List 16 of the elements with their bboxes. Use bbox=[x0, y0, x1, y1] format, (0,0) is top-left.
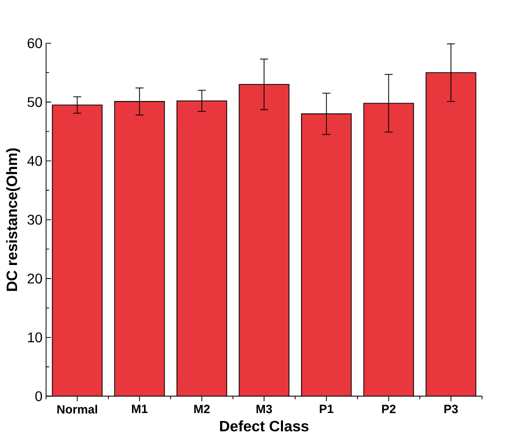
x-tick-label: P3 bbox=[444, 404, 458, 414]
x-tick-label: M1 bbox=[132, 404, 148, 414]
y-axis-title: DC resistance(Ohm) bbox=[6, 148, 20, 291]
x-tick-label: P1 bbox=[320, 404, 334, 414]
x-tick-label: Normal bbox=[57, 404, 98, 414]
y-tick-label: 0 bbox=[35, 391, 42, 402]
y-tick-label: 30 bbox=[28, 214, 42, 225]
y-tick-label: 50 bbox=[28, 97, 42, 108]
x-tick-label: P2 bbox=[382, 404, 396, 414]
y-tick-label: 10 bbox=[28, 332, 42, 342]
x-tick-label: M2 bbox=[194, 404, 210, 414]
y-tick-label: 40 bbox=[27, 156, 42, 166]
y-tick-label: 60 bbox=[28, 38, 42, 48]
x-axis-title: Defect Class bbox=[220, 420, 308, 432]
y-tick-label: 20 bbox=[28, 274, 42, 284]
x-tick-label: M3 bbox=[256, 404, 272, 414]
